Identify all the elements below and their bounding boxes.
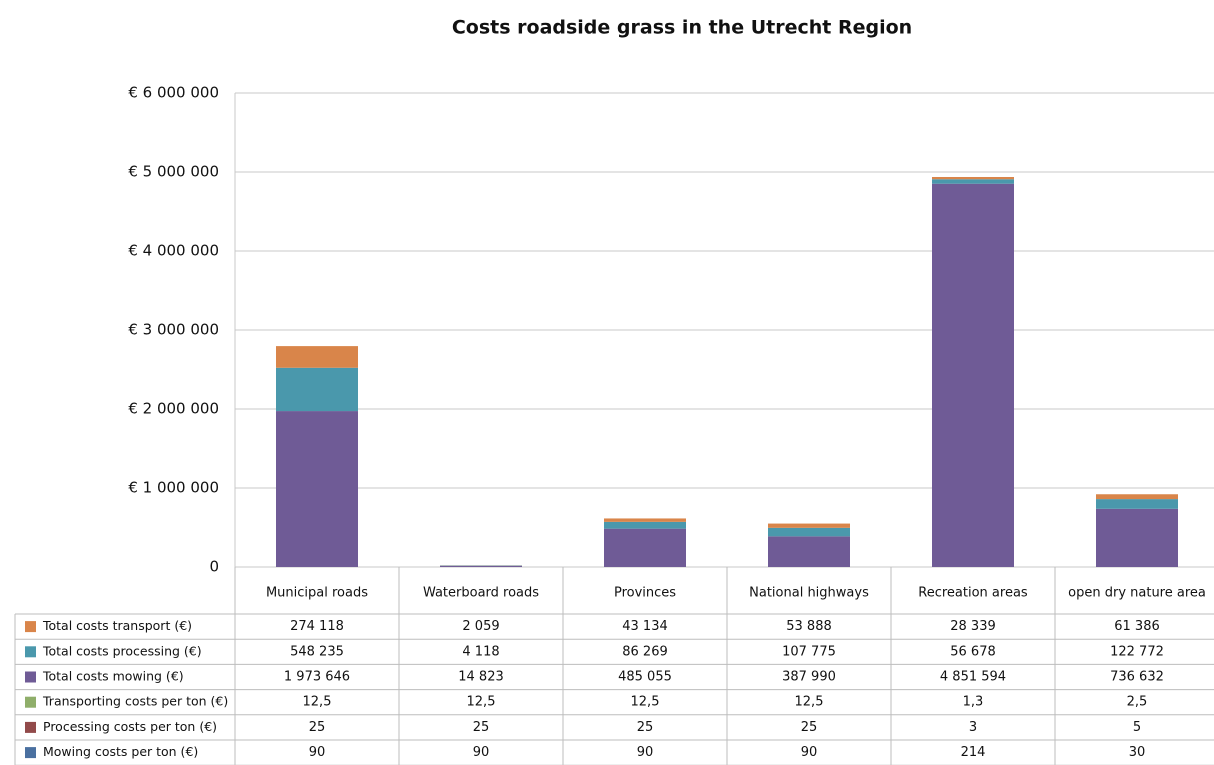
table-cell: 274 118 xyxy=(290,619,344,634)
table-cell: 90 xyxy=(473,745,490,760)
bar-segment xyxy=(276,411,358,567)
table-cell: 387 990 xyxy=(782,670,836,685)
bar-segment xyxy=(276,346,358,368)
bar-segment xyxy=(604,528,686,567)
table-cell: 122 772 xyxy=(1110,644,1164,659)
legend-swatch xyxy=(25,671,36,683)
bar-segment xyxy=(1096,494,1178,500)
legend-label: Mowing costs per ton (€) xyxy=(43,744,198,759)
table-cell: 86 269 xyxy=(622,644,668,659)
table-cell: 30 xyxy=(1129,745,1146,760)
bar-segment xyxy=(440,565,522,567)
table-cell: 2 059 xyxy=(462,619,499,634)
chart-title: Costs roadside grass in the Utrecht Regi… xyxy=(452,17,912,39)
table-cell: 14 823 xyxy=(458,670,504,685)
table-cell: 90 xyxy=(801,745,818,760)
legend-label: Total costs transport (€) xyxy=(42,618,192,633)
table-cell: 12,5 xyxy=(467,695,496,710)
y-tick-label: € 2 000 000 xyxy=(128,400,219,418)
table-cell: 2,5 xyxy=(1127,695,1148,710)
bar-segment xyxy=(768,523,850,528)
x-tick-label: Municipal roads xyxy=(266,586,368,601)
x-tick-label: Waterboard roads xyxy=(423,586,539,601)
table-cell: 43 134 xyxy=(622,619,668,634)
table-cell: 12,5 xyxy=(303,695,332,710)
legend-label: Transporting costs per ton (€) xyxy=(42,694,228,709)
table-cell: 25 xyxy=(473,720,490,735)
table-cell: 90 xyxy=(309,745,326,760)
table-cell: 548 235 xyxy=(290,644,344,659)
legend-label: Total costs processing (€) xyxy=(42,643,202,658)
legend-swatch xyxy=(25,747,36,759)
x-tick-label: National highways xyxy=(749,586,869,601)
bar-segment xyxy=(1096,508,1178,567)
table-cell: 5 xyxy=(1133,720,1141,735)
table-cell: 61 386 xyxy=(1114,619,1160,634)
table-cell: 25 xyxy=(309,720,326,735)
table-cell: 56 678 xyxy=(950,644,996,659)
table-cell: 485 055 xyxy=(618,670,672,685)
table-cell: 1,3 xyxy=(963,695,984,710)
table-cell: 736 632 xyxy=(1110,670,1164,685)
table-cell: 25 xyxy=(801,720,818,735)
y-tick-label: € 5 000 000 xyxy=(128,163,219,181)
y-tick-label: € 1 000 000 xyxy=(128,479,219,497)
table-cell: 3 xyxy=(969,720,977,735)
bar-segment xyxy=(932,183,1014,567)
table-cell: 4 851 594 xyxy=(940,670,1006,685)
legend-label: Total costs mowing (€) xyxy=(42,669,184,684)
legend-label: Processing costs per ton (€) xyxy=(43,719,217,734)
table-cell: 25 xyxy=(637,720,654,735)
bar-segment xyxy=(768,536,850,567)
bar-segment xyxy=(768,527,850,537)
y-tick-label: € 6 000 000 xyxy=(128,84,219,102)
table-cell: 28 339 xyxy=(950,619,996,634)
table-cell: 1 973 646 xyxy=(284,670,350,685)
table-cell: 107 775 xyxy=(782,644,836,659)
x-tick-label: Provinces xyxy=(614,586,676,601)
legend-swatch xyxy=(25,721,36,733)
y-tick-label: 0 xyxy=(209,558,219,576)
y-tick-label: € 4 000 000 xyxy=(128,242,219,260)
table-cell: 12,5 xyxy=(795,695,824,710)
table-cell: 214 xyxy=(961,745,986,760)
x-tick-label: Recreation areas xyxy=(918,586,1028,601)
x-tick-label: open dry nature area xyxy=(1068,586,1206,601)
bar-segment xyxy=(932,179,1014,184)
bar-segment xyxy=(604,521,686,529)
legend-swatch xyxy=(25,621,36,633)
table-cell: 90 xyxy=(637,745,654,760)
bar-segment xyxy=(276,367,358,412)
table-cell: 53 888 xyxy=(786,619,832,634)
bar-segment xyxy=(1096,499,1178,509)
table-cell: 4 118 xyxy=(462,644,499,659)
table-cell: 12,5 xyxy=(631,695,660,710)
legend-swatch xyxy=(25,646,36,658)
legend-swatch xyxy=(25,696,36,708)
y-tick-label: € 3 000 000 xyxy=(128,321,219,339)
bar-segment xyxy=(604,518,686,522)
bar-segment xyxy=(932,176,1014,180)
